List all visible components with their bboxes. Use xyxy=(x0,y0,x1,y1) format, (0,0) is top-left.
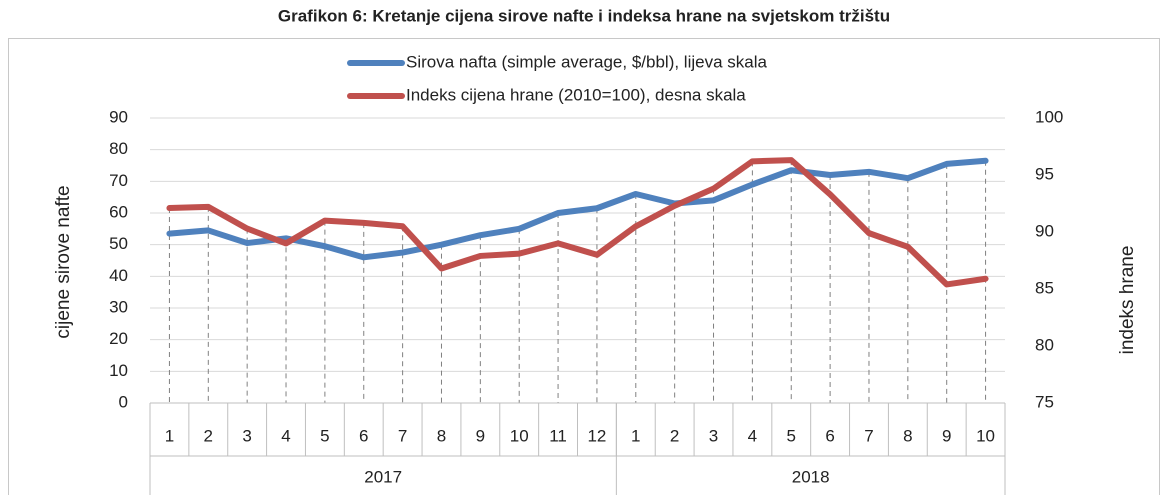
x-tick-label: 8 xyxy=(437,426,446,445)
x-tick-label: 4 xyxy=(748,426,757,445)
x-group-label: 2018 xyxy=(792,467,830,486)
y-tick-label: 80 xyxy=(109,139,128,158)
y-tick-label: 20 xyxy=(109,329,128,348)
y2-tick-label: 75 xyxy=(1035,392,1054,411)
x-tick-label: 8 xyxy=(903,426,912,445)
y2-tick-label: 90 xyxy=(1035,221,1054,240)
y2-axis-title: indeks hrane xyxy=(1117,246,1138,355)
x-tick-label: 9 xyxy=(942,426,951,445)
x-tick-label: 7 xyxy=(864,426,873,445)
y-tick-label: 50 xyxy=(109,234,128,253)
x-tick-label: 7 xyxy=(398,426,407,445)
y-tick-label: 30 xyxy=(109,297,128,316)
x-tick-label: 12 xyxy=(587,426,606,445)
y-tick-label: 90 xyxy=(109,107,128,126)
x-tick-label: 9 xyxy=(476,426,485,445)
x-tick-label: 4 xyxy=(281,426,290,445)
x-tick-label: 6 xyxy=(825,426,834,445)
x-tick-label: 1 xyxy=(631,426,640,445)
legend-label: Indeks cijena hrane (2010=100), desna sk… xyxy=(406,85,746,104)
x-tick-label: 5 xyxy=(787,426,796,445)
x-tick-label: 6 xyxy=(359,426,368,445)
y-tick-label: 0 xyxy=(119,392,128,411)
x-tick-label: 3 xyxy=(709,426,718,445)
x-tick-label: 2 xyxy=(670,426,679,445)
y-tick-label: 10 xyxy=(109,361,128,380)
series-line xyxy=(166,157,989,261)
x-tick-label: 10 xyxy=(976,426,995,445)
x-tick-label: 3 xyxy=(242,426,251,445)
y2-tick-label: 85 xyxy=(1035,278,1054,297)
y-tick-label: 40 xyxy=(109,266,128,285)
x-tick-label: 2 xyxy=(204,426,213,445)
x-tick-label: 11 xyxy=(549,426,567,445)
legend-label: Sirova nafta (simple average, $/bbl), li… xyxy=(406,52,767,71)
y2-tick-label: 80 xyxy=(1035,335,1054,354)
chart-border xyxy=(8,38,1160,495)
x-tick-label: 1 xyxy=(165,426,174,445)
y-tick-label: 60 xyxy=(109,202,128,221)
x-tick-label: 5 xyxy=(320,426,329,445)
x-tick-label: 10 xyxy=(510,426,529,445)
y2-tick-label: 100 xyxy=(1035,107,1063,126)
y-tick-label: 70 xyxy=(109,171,128,190)
chart-title: Grafikon 6: Kretanje cijena sirove nafte… xyxy=(278,6,890,25)
y-axis-title: cijene sirove nafte xyxy=(53,185,74,338)
series-line xyxy=(166,157,989,288)
y2-tick-label: 95 xyxy=(1035,164,1054,183)
x-group-label: 2017 xyxy=(364,467,402,486)
